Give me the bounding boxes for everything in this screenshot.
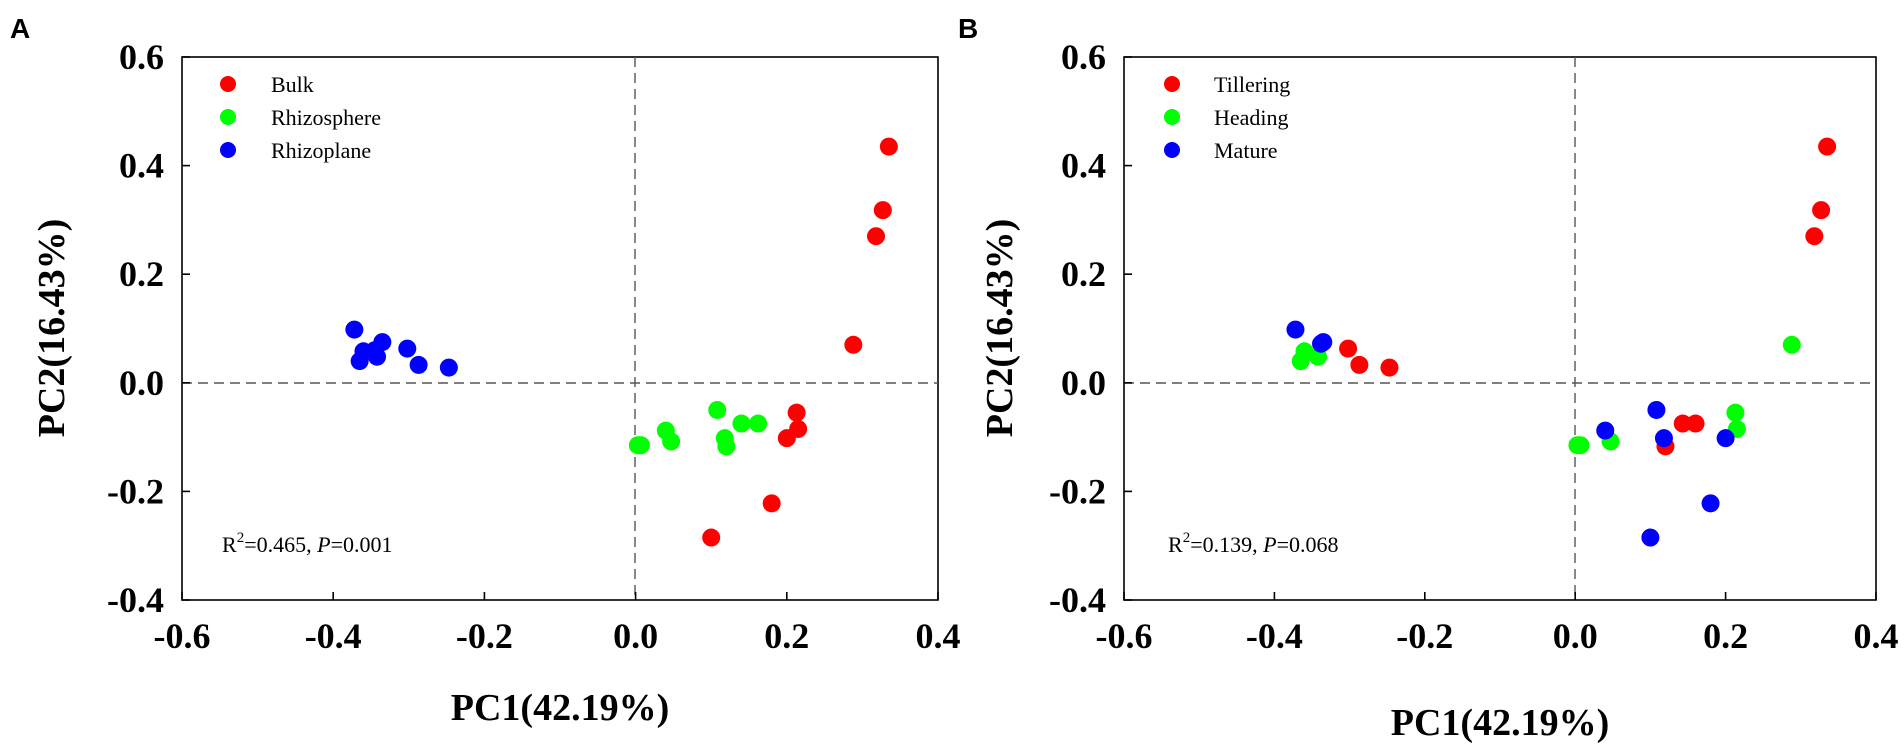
data-point-bulk [879, 137, 898, 156]
data-point-rhizosphere [717, 437, 736, 456]
panel-b: B -0.6 -0.4 -0.2 0.0 0.2 0.4-0.4-0.20.00.20.4… [958, 13, 1899, 744]
legend-marker [220, 142, 236, 158]
data-point-tillering [1350, 355, 1369, 374]
data-point-rhizoplane [345, 320, 364, 339]
data-point-mature [1312, 334, 1331, 353]
y-tick-label: 0.6 [1061, 37, 1106, 77]
point-group [345, 137, 898, 547]
x-tick-label: 0.2 [764, 616, 809, 656]
y-tick-label: 0.4 [119, 146, 164, 186]
data-point-rhizosphere [631, 436, 650, 455]
tick-group: -0.6 -0.4 -0.2 0.0 0.2 0.4-0.4-0.20.00.20.40.… [107, 37, 961, 656]
data-point-mature [1641, 528, 1660, 547]
y-tick-label: 0.6 [119, 37, 164, 77]
legend-label: Tillering [1214, 72, 1290, 97]
tick-group: -0.6 -0.4 -0.2 0.0 0.2 0.4-0.4-0.20.00.20.40.… [1049, 37, 1899, 656]
x-tick-label: -0.6 [154, 616, 211, 656]
data-point-rhizosphere [708, 400, 727, 419]
panel-a: A -0.6 -0.4 -0.2 0.0 0.2 0.4-0.4-0.20.00.20.4… [10, 13, 961, 729]
data-point-mature [1596, 421, 1615, 440]
data-point-tillering [1805, 227, 1824, 246]
legend-marker [1164, 142, 1180, 158]
r2-value: 0.139 [1203, 532, 1253, 557]
data-point-tillering [1380, 358, 1399, 377]
x-tick-label: -0.6 [1096, 616, 1153, 656]
data-point-bulk [702, 528, 721, 547]
data-point-tillering [1812, 201, 1831, 220]
y-tick-label: -0.2 [107, 471, 164, 511]
data-point-rhizoplane [365, 341, 384, 360]
x-tick-label: -0.4 [305, 616, 362, 656]
x-tick-label: -0.4 [1246, 616, 1303, 656]
x-tick-label: -0.2 [456, 616, 513, 656]
data-point-tillering [1673, 414, 1692, 433]
y-tick-label: 0.0 [1061, 363, 1106, 403]
data-point-tillering [1686, 414, 1705, 433]
y-tick-label: -0.2 [1049, 471, 1106, 511]
legend-marker [220, 109, 236, 125]
x-tick-label: -0.2 [1396, 616, 1453, 656]
data-point-rhizosphere [749, 414, 768, 433]
data-point-mature [1647, 400, 1666, 419]
data-point-rhizoplane [439, 358, 458, 377]
y-tick-label: 0.4 [1061, 146, 1106, 186]
panel-letter: A [10, 13, 30, 44]
y-tick-label: 0.2 [119, 254, 164, 294]
r2-value: 0.465 [257, 532, 307, 557]
legend-marker [1164, 76, 1180, 92]
x-tick-label: 0.0 [1553, 616, 1598, 656]
data-point-tillering [1818, 137, 1837, 156]
point-group [1286, 137, 1837, 547]
data-point-mature [1701, 494, 1720, 513]
legend-label: Mature [1214, 138, 1278, 163]
x-tick-label: 0.2 [1703, 616, 1748, 656]
legend-label: Rhizosphere [271, 105, 381, 130]
data-point-mature [1716, 429, 1735, 448]
data-point-mature [1286, 320, 1305, 339]
data-point-rhizoplane [398, 339, 417, 358]
data-point-mature [1654, 429, 1673, 448]
data-point-bulk [867, 227, 886, 246]
data-point-heading [1782, 335, 1801, 354]
legend-marker [220, 76, 236, 92]
plot-frame [1123, 56, 1877, 601]
data-point-rhizoplane [350, 352, 369, 371]
data-point-bulk [762, 494, 781, 513]
legend-label: Bulk [271, 72, 314, 97]
y-axis-title: PC2(16.43%) [979, 219, 1021, 437]
data-point-heading [1291, 352, 1310, 371]
y-tick-label: -0.4 [1049, 580, 1106, 620]
legend-marker [1164, 109, 1180, 125]
x-tick-label: 0.4 [1854, 616, 1899, 656]
data-point-bulk [844, 335, 863, 354]
x-axis-title: PC1(42.19%) [451, 687, 669, 729]
data-point-rhizosphere [732, 414, 751, 433]
stat-annotation: R2=0.139, P=0.068 [1168, 530, 1338, 557]
y-tick-label: -0.4 [107, 580, 164, 620]
data-point-bulk [777, 429, 796, 448]
data-point-tillering [1339, 339, 1358, 358]
legend: Tillering Heading Mature [1164, 72, 1290, 163]
y-axis-title: PC2(16.43%) [31, 219, 73, 437]
panel-letter: B [958, 13, 978, 44]
p-value: 0.068 [1289, 532, 1339, 557]
p-value: 0.001 [343, 532, 393, 557]
data-point-heading [1726, 403, 1745, 422]
data-point-rhizoplane [409, 355, 428, 374]
legend-label: Heading [1214, 105, 1289, 130]
y-tick-label: 0.0 [119, 363, 164, 403]
stat-annotation: R2=0.465, P=0.001 [222, 530, 392, 557]
x-axis-title: PC1(42.19%) [1391, 702, 1609, 744]
plot-frame [181, 56, 939, 601]
legend-label: Rhizoplane [271, 138, 371, 163]
data-point-heading [1571, 436, 1590, 455]
y-tick-label: 0.2 [1061, 254, 1106, 294]
x-tick-label: 0.0 [613, 616, 658, 656]
data-point-bulk [787, 403, 806, 422]
x-tick-label: 0.4 [916, 616, 961, 656]
data-point-rhizosphere [662, 432, 681, 451]
data-point-bulk [873, 201, 892, 220]
legend: Bulk Rhizosphere Rhizoplane [220, 72, 381, 163]
